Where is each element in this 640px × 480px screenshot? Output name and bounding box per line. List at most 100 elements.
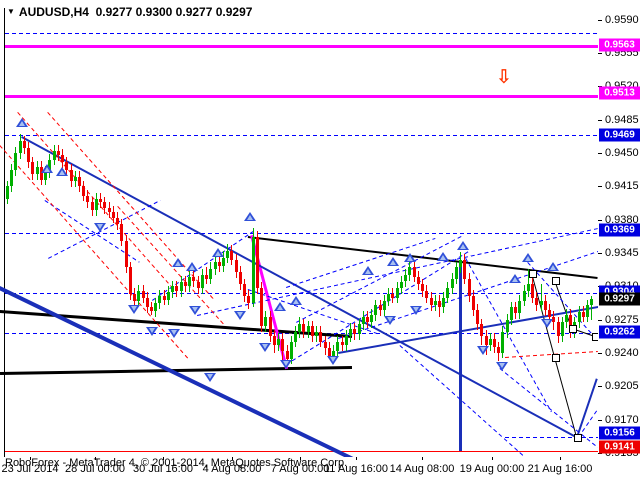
- candle: [463, 259, 466, 279]
- candle: [459, 259, 462, 268]
- candle: [78, 176, 81, 187]
- chart-canvas[interactable]: ▼ AUDUSD,H4 0.9277 0.9300 0.9277 0.9297 ⇩: [0, 0, 598, 457]
- price-tick: [598, 419, 602, 421]
- price-badge: 0.9469: [599, 128, 640, 142]
- fractal-up-icon: [16, 118, 28, 127]
- price-tick-label: 0.9415: [605, 180, 639, 193]
- candle: [582, 311, 585, 317]
- target-0.9513: [5, 95, 598, 98]
- candle: [506, 319, 509, 332]
- candle: [14, 152, 17, 171]
- time-label: 19 Aug 00:00: [459, 463, 525, 475]
- price-axis[interactable]: 0.95900.95550.95200.94850.94500.94150.93…: [598, 0, 640, 459]
- candle: [137, 291, 140, 301]
- fractal-down-icon: [410, 306, 422, 315]
- fractal-down-icon: [94, 223, 106, 232]
- projection-node: [574, 434, 582, 442]
- fractal-down-icon: [128, 305, 140, 314]
- candle-wick: [541, 284, 542, 312]
- candle: [501, 331, 504, 353]
- candle: [256, 236, 259, 289]
- candle: [218, 261, 221, 267]
- candle: [23, 141, 26, 149]
- candle: [116, 217, 119, 225]
- fractal-up-icon: [457, 241, 469, 250]
- chart-title: ▼ AUDUSD,H4 0.9277 0.9300 0.9277 0.9297: [7, 5, 252, 19]
- fractal-up-icon: [437, 252, 449, 261]
- candle: [163, 295, 166, 300]
- candle: [188, 276, 191, 287]
- candle: [434, 300, 437, 306]
- candle: [417, 276, 420, 285]
- time-label: 7 Aug 00:00: [270, 463, 330, 475]
- candle: [374, 305, 377, 315]
- chart-border: [4, 8, 598, 457]
- fractal-up-icon: [212, 248, 224, 257]
- candle: [74, 176, 77, 182]
- candle: [396, 288, 399, 298]
- fractal-up-icon: [547, 262, 559, 271]
- candle: [324, 341, 327, 349]
- candle: [353, 329, 356, 334]
- time-axis[interactable]: 23 Jul 2014 28 Jul 00:00 30 Jul 16:00 4 Aug…: [0, 457, 640, 480]
- chevron-down-icon[interactable]: ▼: [7, 7, 15, 16]
- candle: [332, 351, 335, 358]
- candle: [125, 240, 128, 268]
- fractal-down-icon: [477, 346, 489, 355]
- fractal-down-icon: [234, 311, 246, 320]
- candle: [387, 293, 390, 301]
- price-tick: [598, 319, 602, 321]
- candle: [341, 341, 344, 346]
- candle: [294, 331, 297, 342]
- candle: [328, 348, 331, 358]
- candle: [91, 202, 94, 211]
- fractal-down-icon: [327, 356, 339, 365]
- candle: [273, 335, 276, 346]
- price-tick-label: 0.9275: [605, 313, 639, 326]
- candle: [180, 281, 183, 292]
- candle: [82, 186, 85, 196]
- candle: [230, 251, 233, 260]
- fractal-up-icon: [274, 302, 286, 311]
- candle: [565, 314, 568, 323]
- candle: [65, 162, 68, 171]
- candle: [455, 267, 458, 279]
- price-tick: [598, 52, 602, 54]
- candle: [120, 224, 123, 241]
- candle: [540, 300, 543, 306]
- candle: [345, 335, 348, 346]
- fractal-down-icon: [204, 373, 216, 382]
- price-tick: [598, 19, 602, 21]
- sell-arrow-icon: ⇩: [496, 67, 512, 88]
- candle: [472, 295, 475, 311]
- fractal-up-icon: [387, 257, 399, 266]
- candle: [57, 150, 60, 155]
- ohlc-values: 0.9277 0.9300 0.9277 0.9297: [95, 5, 253, 19]
- level-0.9141: [5, 451, 598, 452]
- time-label: 11 Aug 16:00: [323, 463, 389, 475]
- price-tick: [598, 352, 602, 354]
- candle: [226, 251, 229, 258]
- candle: [307, 326, 310, 332]
- fractal-down-icon: [384, 316, 396, 325]
- price-tick: [598, 252, 602, 254]
- candle: [197, 281, 200, 289]
- candle: [281, 338, 284, 352]
- projection-node: [569, 325, 577, 333]
- price-tick-label: 0.9345: [605, 246, 639, 259]
- price-tick: [598, 219, 602, 221]
- candle: [277, 338, 280, 346]
- price-tick-label: 0.9485: [605, 113, 639, 126]
- candle: [10, 170, 13, 187]
- time-tick: [300, 457, 301, 460]
- candle: [264, 316, 267, 327]
- price-tick-label: 0.9205: [605, 380, 639, 393]
- candle: [252, 236, 255, 304]
- candle: [518, 300, 521, 313]
- candle: [366, 316, 369, 323]
- time-tick: [356, 457, 357, 460]
- candle: [243, 284, 246, 296]
- candle: [158, 295, 161, 304]
- price-badge: 0.9141: [599, 440, 640, 454]
- price-badge: 0.9262: [599, 325, 640, 339]
